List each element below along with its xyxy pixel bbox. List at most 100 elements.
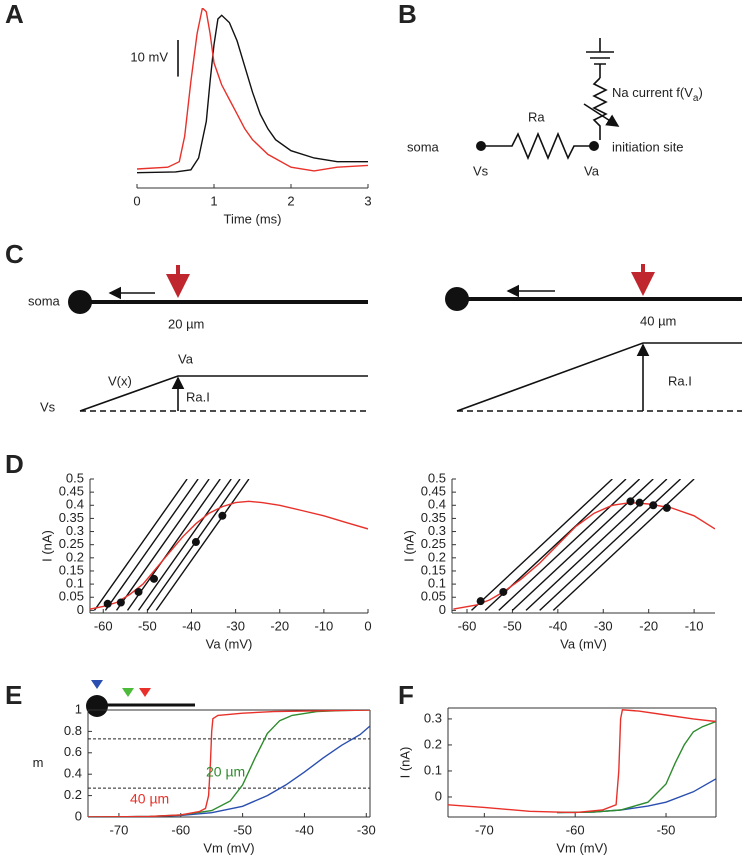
- y-tick-label: 0.3: [428, 523, 446, 538]
- y-axis-title: I (nA): [39, 530, 54, 562]
- x-tick-label: -30: [357, 822, 376, 837]
- line-series: [90, 500, 368, 610]
- length-label: 40 µm: [640, 313, 676, 328]
- chart: D-60 -50 -40 -30 -20 -10 000.050.10.150.20.250…: [5, 449, 372, 652]
- y-tick-label: 0.3: [66, 523, 84, 538]
- y-tick-label: 0.6: [64, 744, 82, 759]
- data-point: [662, 503, 671, 512]
- y-tick-label: 0.5: [66, 470, 84, 485]
- x-tick-label: -60: [94, 618, 113, 633]
- va-label: Va: [178, 351, 194, 366]
- voltage-profile: [456, 342, 742, 412]
- y-tick-label: 0: [435, 788, 442, 803]
- line-series: [93, 479, 188, 611]
- y-tick-label: 0.1: [66, 576, 84, 591]
- x-tick-label: -50: [233, 822, 252, 837]
- y-tick-label: 0.15: [59, 562, 84, 577]
- site-node: [589, 141, 599, 151]
- annotation: 20 µm: [206, 764, 245, 780]
- line-series: [126, 479, 221, 611]
- marker: [91, 680, 103, 689]
- voltage-profile: [79, 375, 368, 412]
- vx-label: V(x): [108, 373, 132, 388]
- site-label: initiation site: [612, 139, 684, 154]
- x-tick-label: -10: [314, 618, 333, 633]
- y-tick-label: 0.2: [428, 549, 446, 564]
- y-tick-label: 0.05: [421, 589, 446, 604]
- x-tick-label: -60: [171, 822, 190, 837]
- annotation: 40 µm: [130, 791, 169, 807]
- data-point: [218, 511, 227, 520]
- chart: E -70 -60 -50 -40 -30 0 0.2 0.4 0.6 0.8 1 Vm (mV) m 20…: [5, 680, 376, 856]
- marker: [139, 688, 151, 697]
- x-tick-label: -60: [458, 618, 477, 633]
- diagram-c: C soma 20 µm Va V(x) Ra.I Vs 40 µm Ra.I: [5, 239, 742, 414]
- na-resistor: [592, 77, 608, 140]
- panel-letter: B: [398, 0, 417, 29]
- y-tick-label: 0.45: [421, 484, 446, 499]
- na-close: ): [698, 85, 702, 100]
- data-point: [103, 599, 112, 608]
- chart: F -70 -60 -50 0 0.1 0.2 0.3 Vm (mV) I (nA): [397, 680, 717, 855]
- x-tick-label: -20: [270, 618, 289, 633]
- na-sub: a: [693, 93, 699, 104]
- line-series: [539, 479, 681, 611]
- x-tick-label: -30: [226, 618, 245, 633]
- x-tick-label: -70: [475, 822, 494, 837]
- x-tick-label: 0: [364, 618, 371, 633]
- y-tick-label: 0.3: [424, 710, 442, 725]
- line-series: [137, 8, 368, 172]
- y-tick-label: 0.2: [64, 787, 82, 802]
- panel-letter: D: [5, 449, 24, 479]
- x-tick-label: -10: [685, 618, 704, 633]
- soma-node: [476, 141, 486, 151]
- y-tick-label: 0: [439, 602, 446, 617]
- data-point: [649, 501, 658, 510]
- vs-label: Vs: [473, 163, 489, 178]
- y-axis-title: I (nA): [397, 747, 412, 779]
- rai-label: Ra.I: [668, 373, 692, 388]
- panel-letter: C: [5, 239, 24, 269]
- x-tick-label: -50: [138, 618, 157, 633]
- y-tick-label: 0.35: [421, 510, 446, 525]
- y-tick-label: 0: [75, 808, 82, 823]
- line-series: [104, 479, 199, 611]
- chart: -60 -50 -40 -30 -20 -1000.050.10.150.20.250.3…: [401, 470, 715, 651]
- inset: [86, 680, 195, 717]
- diagram-b: B Na current f(Va) Ra soma Vs Va initiat…: [398, 0, 703, 178]
- line-series: [137, 479, 232, 611]
- scale-bar-label: 10 mV: [130, 50, 168, 65]
- x-tick-label: -20: [639, 618, 658, 633]
- ra-label: Ra: [528, 109, 545, 124]
- soma-label: soma: [28, 293, 61, 308]
- x-axis-title: Vm (mV): [556, 840, 607, 855]
- line-series: [115, 479, 210, 611]
- y-tick-label: 0.2: [66, 549, 84, 564]
- data-point: [149, 574, 158, 583]
- ra-resistor: [482, 131, 594, 161]
- line-series: [88, 710, 370, 817]
- x-axis-title: Time (ms): [223, 211, 281, 226]
- line-series: [448, 709, 716, 814]
- x-tick-label: 3: [364, 193, 371, 208]
- y-tick-label: 0.1: [428, 576, 446, 591]
- y-axis-title: I (nA): [401, 530, 416, 562]
- x-axis-title: Va (mV): [206, 636, 253, 651]
- line-series: [556, 778, 716, 814]
- x-tick-label: -70: [110, 822, 129, 837]
- data-point: [499, 587, 508, 596]
- x-tick-label: -60: [566, 822, 585, 837]
- vs-label: Vs: [40, 399, 56, 414]
- chart: A 0 1 2 3 Time (ms) 10 mV: [5, 0, 372, 226]
- y-tick-label: 0.1: [424, 762, 442, 777]
- x-axis-title: Va (mV): [560, 636, 607, 651]
- line-series: [498, 479, 641, 611]
- x-tick-label: -50: [503, 618, 522, 633]
- x-tick-label: 2: [287, 193, 294, 208]
- data-point: [626, 497, 635, 506]
- y-tick-label: 0.4: [428, 497, 446, 512]
- x-tick-label: 0: [133, 193, 140, 208]
- y-tick-label: 0.4: [64, 766, 82, 781]
- data-point: [476, 597, 485, 606]
